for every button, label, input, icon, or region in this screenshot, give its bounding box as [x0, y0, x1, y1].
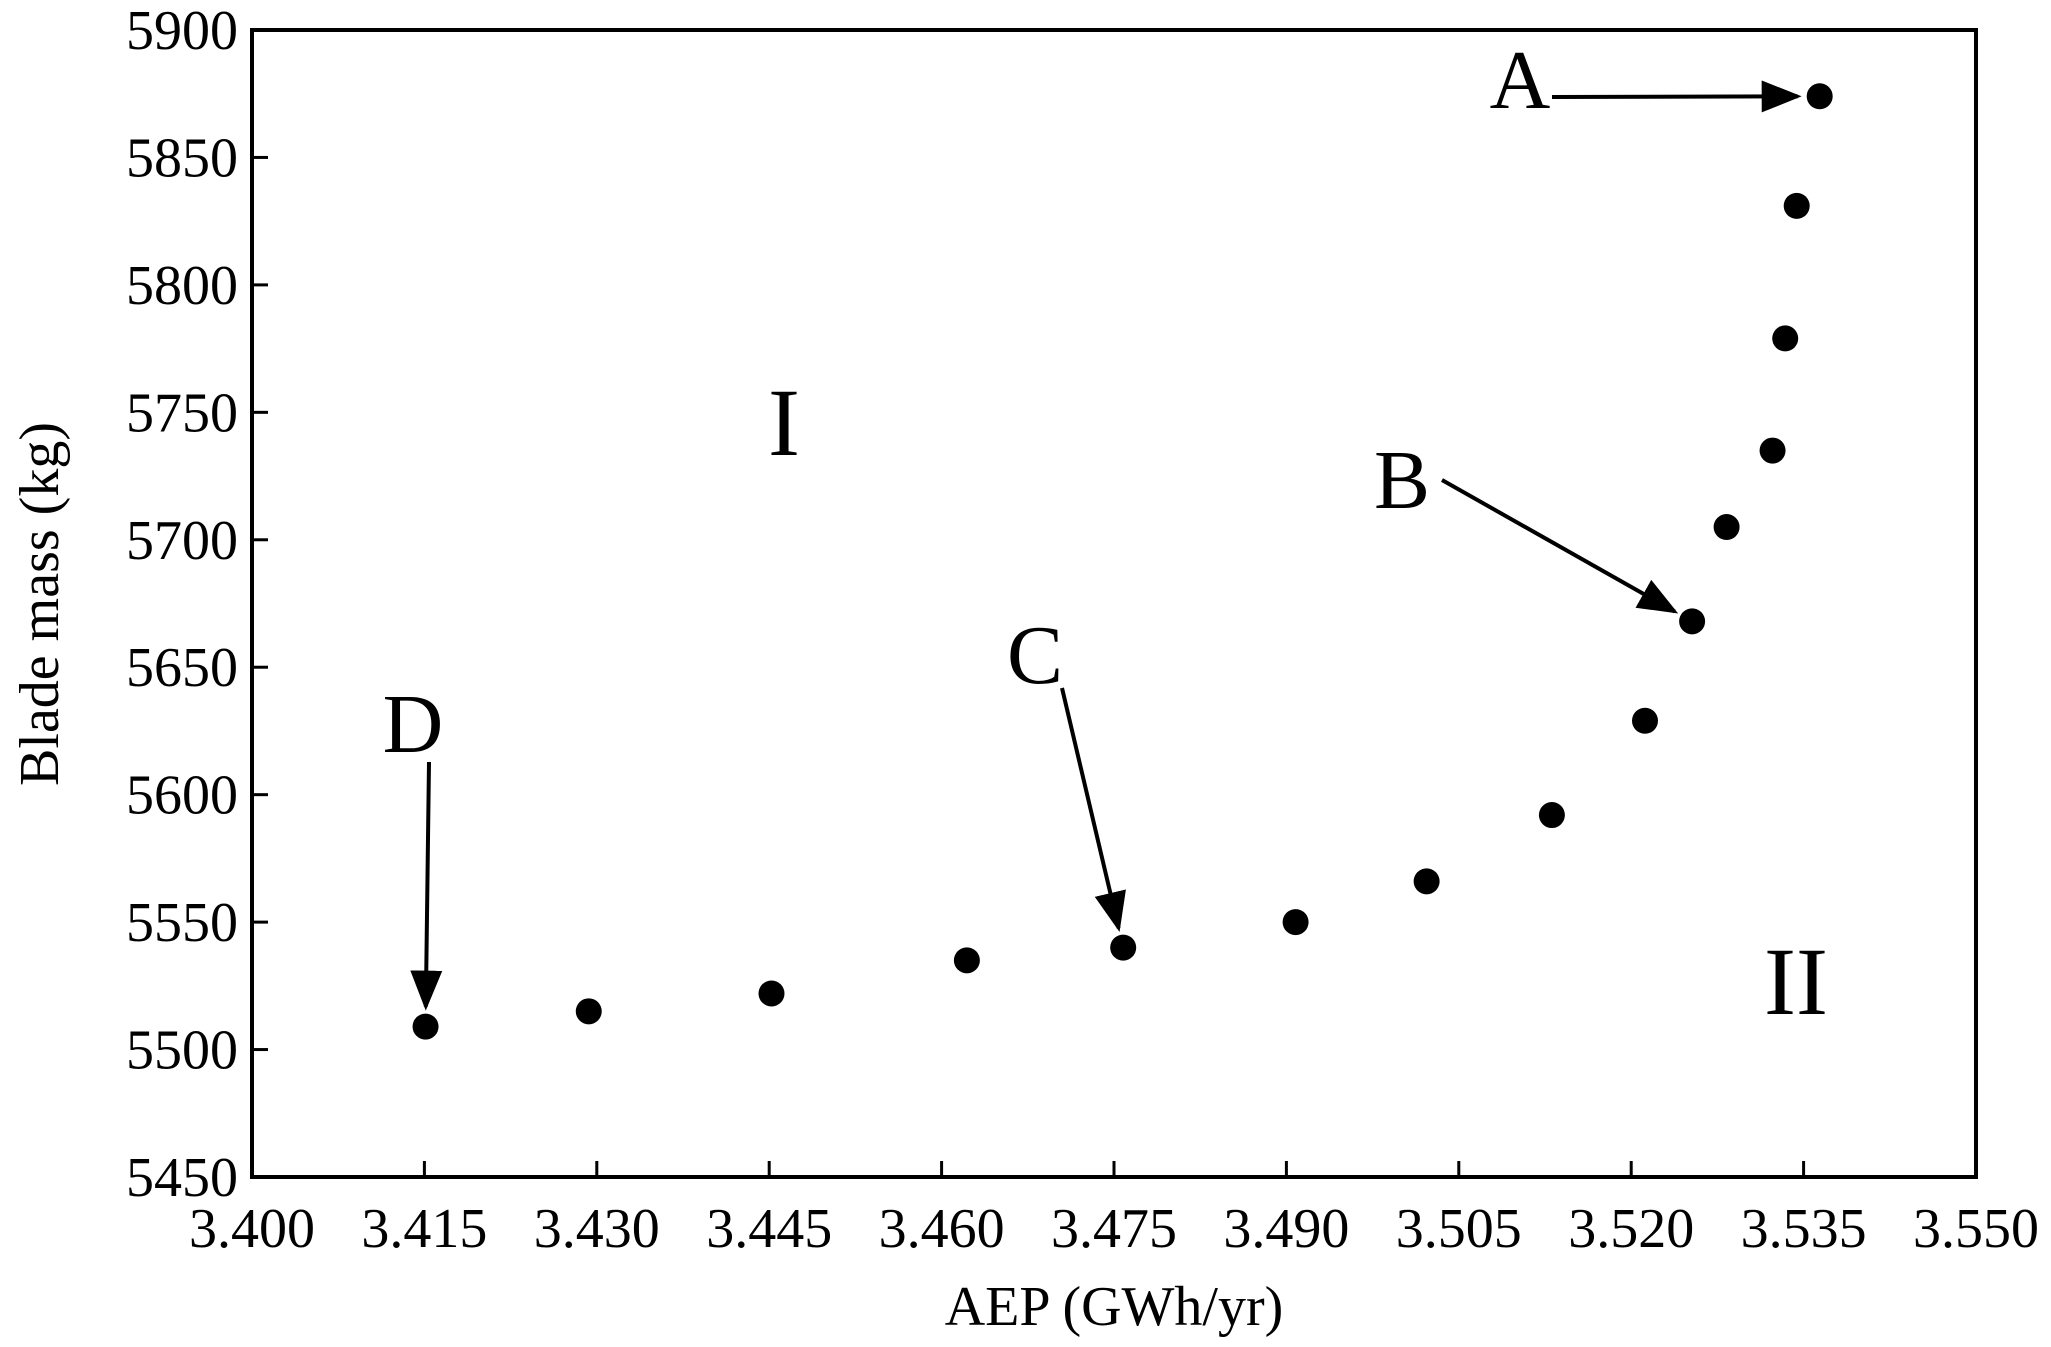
region-label-i: I: [768, 369, 800, 476]
annotation-arrow-a: [1551, 80, 1802, 113]
annotation-arrow-d: [410, 761, 443, 1011]
y-tick-label: 5850: [126, 127, 238, 189]
x-tick-label: 3.535: [1741, 1198, 1867, 1260]
data-point: [1806, 83, 1833, 110]
data-point: [1783, 192, 1810, 219]
y-tick-label: 5550: [126, 892, 238, 954]
data-point: [575, 998, 602, 1025]
data-point: [1413, 868, 1440, 895]
data-point: [1759, 437, 1786, 464]
x-axis-title: AEP (GWh/yr): [945, 1276, 1284, 1338]
x-tick-label: 3.400: [189, 1198, 315, 1260]
y-axis: 5450 5500 5550 5600 5650 5700 5750 5800 5850 5900: [126, 0, 268, 1209]
annotation-arrow-c: [1060, 687, 1126, 933]
y-tick-label: 5650: [126, 637, 238, 699]
region-labels: I II: [768, 369, 1828, 1035]
annotation-label-d: D: [383, 678, 444, 771]
annotation-label-a: A: [1490, 34, 1551, 127]
data-point: [1772, 325, 1799, 352]
y-tick-label: 5800: [126, 255, 238, 317]
x-tick-label: 3.505: [1396, 1198, 1522, 1260]
data-point: [758, 980, 785, 1007]
x-tick-label: 3.445: [706, 1198, 832, 1260]
data-point: [1110, 934, 1137, 961]
y-tick-label: 5500: [126, 1020, 238, 1082]
y-tick-label: 5450: [126, 1147, 238, 1209]
y-tick-label: 5900: [126, 0, 238, 62]
data-point: [412, 1013, 439, 1040]
annotation-label-b: B: [1374, 434, 1430, 527]
x-tick-label: 3.550: [1913, 1198, 2039, 1260]
x-tick-label: 3.460: [879, 1198, 1005, 1260]
y-tick-label: 5750: [126, 382, 238, 444]
data-point: [1713, 514, 1740, 541]
region-label-ii: II: [1764, 928, 1828, 1035]
y-tick-label: 5700: [126, 510, 238, 572]
y-axis-title: Blade mass (kg): [9, 422, 71, 786]
y-tick-label: 5600: [126, 765, 238, 827]
data-point: [1679, 608, 1706, 635]
annotation-arrow-b: [1441, 478, 1679, 614]
x-tick-label: 3.430: [534, 1198, 660, 1260]
data-points: [412, 83, 1833, 1040]
data-point: [1282, 909, 1309, 936]
plot-area-frame: [250, 28, 1978, 1179]
data-point: [1538, 802, 1565, 829]
data-point: [1631, 707, 1658, 734]
data-point: [953, 947, 980, 974]
annotation-label-c: C: [1007, 609, 1063, 702]
x-tick-label: 3.490: [1223, 1198, 1349, 1260]
x-axis: 3.400 3.415 3.430 3.445 3.460 3.475 3.490 3.505…: [189, 1161, 2039, 1260]
point-annotations: A B C D: [383, 34, 1802, 1011]
x-tick-label: 3.520: [1568, 1198, 1694, 1260]
x-tick-label: 3.475: [1051, 1198, 1177, 1260]
x-tick-label: 3.415: [361, 1198, 487, 1260]
